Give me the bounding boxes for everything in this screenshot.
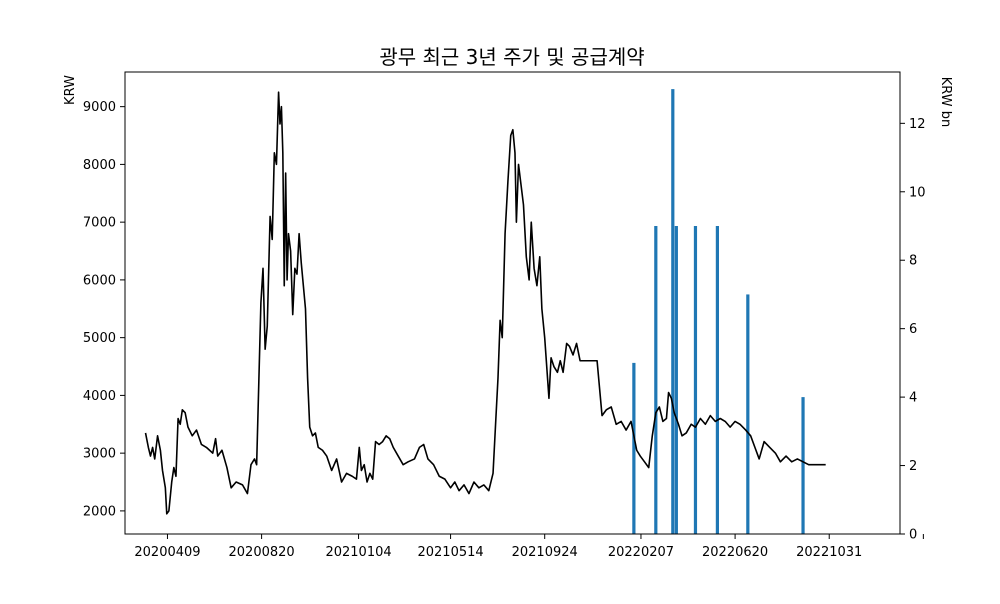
y-right-tick-label-5: 10	[909, 185, 926, 200]
axes: 2000 3000 4000 5000 6000 7000 8000 9000 0 2 4 6 8 10 1…	[83, 71, 926, 560]
y-axis-right-label: KRW bn	[938, 77, 953, 128]
y-left-tick-label-1: 3000	[83, 447, 116, 462]
y-left-tick-label-5: 7000	[83, 216, 116, 231]
y-left-tick-label-4: 6000	[83, 273, 116, 288]
x-tick-label-6: 20220620	[702, 545, 768, 560]
x-tick-label-4: 20210924	[512, 545, 578, 560]
y-right-tick-label-0: 0	[909, 528, 917, 543]
x-tick-label-1: 20200820	[229, 545, 295, 560]
x-tick-label-7: 20221031	[796, 545, 862, 560]
y-axis-left-label: KRW	[63, 75, 78, 105]
y-left-tick-label-7: 9000	[83, 100, 116, 115]
y-left-tick-label-6: 8000	[83, 158, 116, 173]
x-tick-label-2: 20210104	[325, 545, 391, 560]
contract-bar-1	[654, 226, 658, 534]
x-tick-label-3: 20210514	[417, 545, 483, 560]
y-right-tick-label-1: 2	[909, 459, 917, 474]
contract-bar-7	[801, 397, 805, 534]
price-line	[144, 91, 826, 515]
y-left-tick-label-2: 4000	[83, 389, 116, 404]
contract-bar-5	[715, 226, 719, 534]
y-right-tick-label-4: 8	[909, 254, 917, 269]
contract-bar-0	[632, 362, 636, 534]
y-right-tick-label-3: 6	[909, 322, 917, 337]
y-left-tick-label-3: 5000	[83, 331, 116, 346]
x-tick-label-0: 20200409	[134, 545, 200, 560]
contract-bar-2	[671, 89, 675, 535]
chart-title: 광무 최근 3년 주가 및 공급계약	[379, 45, 644, 69]
contract-bar-3	[674, 226, 678, 534]
x-tick-label-5: 20220207	[608, 545, 674, 560]
y-right-tick-label-2: 4	[909, 391, 917, 406]
y-right-tick-label-6: 12	[909, 117, 926, 132]
plot-area	[144, 89, 826, 535]
plot-frame	[124, 71, 901, 535]
y-left-tick-label-0: 2000	[83, 504, 116, 519]
contract-bar-6	[746, 294, 750, 534]
contract-bar-4	[693, 226, 698, 534]
